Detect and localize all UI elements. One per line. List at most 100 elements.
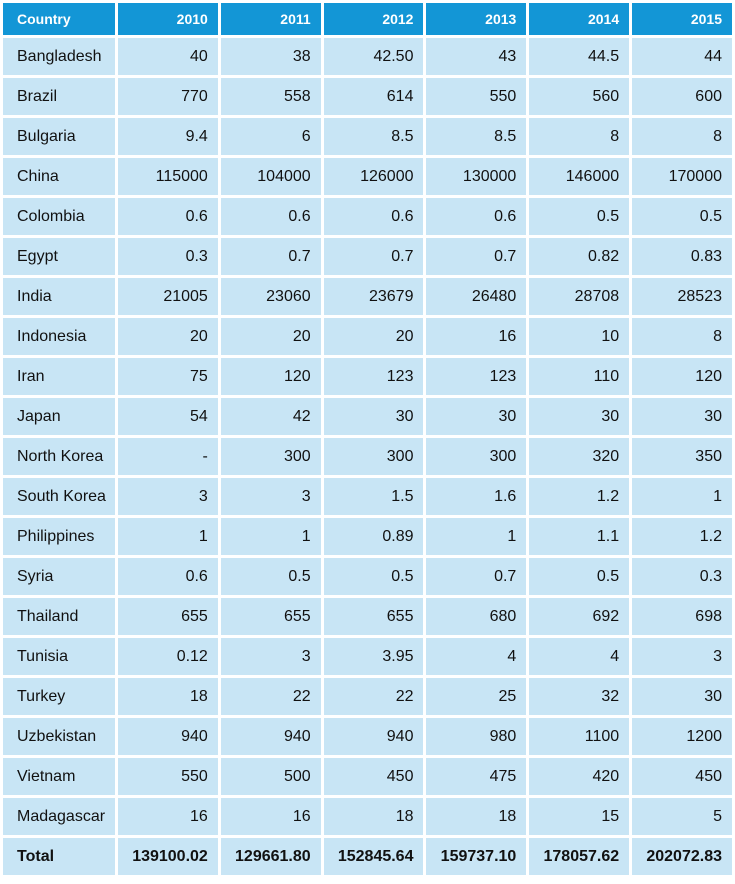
- value-cell: 42: [220, 398, 321, 435]
- table-row: Thailand 655 655 655 680 692 698: [3, 598, 732, 635]
- table-row: Turkey 18 22 22 25 32 30: [3, 678, 732, 715]
- value-cell: 3: [220, 638, 321, 675]
- value-cell: 1100: [529, 718, 630, 755]
- value-cell: 20: [220, 318, 321, 355]
- value-cell: 0.7: [426, 558, 527, 595]
- total-value: 152845.64: [323, 838, 424, 875]
- value-cell: 146000: [529, 158, 630, 195]
- value-cell: 450: [323, 758, 424, 795]
- value-cell: 0.5: [632, 198, 732, 235]
- value-cell: 1.5: [323, 478, 424, 515]
- value-cell: 1200: [632, 718, 732, 755]
- value-cell: 9.4: [118, 118, 218, 155]
- total-label: Total: [3, 838, 115, 875]
- header-row: Country 2010 2011 2012 2013 2014 2015: [3, 3, 732, 35]
- value-cell: 3: [632, 638, 732, 675]
- value-cell: 8.5: [426, 118, 527, 155]
- value-cell: 3: [118, 478, 218, 515]
- value-cell: 680: [426, 598, 527, 635]
- value-cell: 558: [220, 78, 321, 115]
- value-cell: 0.89: [323, 518, 424, 555]
- value-cell: 8.5: [323, 118, 424, 155]
- value-cell: 30: [529, 398, 630, 435]
- value-cell: 6: [220, 118, 321, 155]
- value-cell: 1.2: [632, 518, 732, 555]
- value-cell: 44: [632, 38, 732, 75]
- value-cell: 770: [118, 78, 218, 115]
- country-cell: Japan: [3, 398, 115, 435]
- value-cell: 3.95: [323, 638, 424, 675]
- value-cell: 110: [529, 358, 630, 395]
- value-cell: 43: [426, 38, 527, 75]
- value-cell: 115000: [118, 158, 218, 195]
- value-cell: 1.1: [529, 518, 630, 555]
- value-cell: 16: [118, 798, 218, 835]
- value-cell: 21005: [118, 278, 218, 315]
- value-cell: 170000: [632, 158, 732, 195]
- value-cell: 0.6: [118, 558, 218, 595]
- country-cell: Bangladesh: [3, 38, 115, 75]
- value-cell: 475: [426, 758, 527, 795]
- value-cell: 0.5: [529, 198, 630, 235]
- country-cell: Indonesia: [3, 318, 115, 355]
- total-value: 159737.10: [426, 838, 527, 875]
- value-cell: 698: [632, 598, 732, 635]
- table-row: Tunisia 0.12 3 3.95 4 4 3: [3, 638, 732, 675]
- value-cell: 450: [632, 758, 732, 795]
- total-row: Total 139100.02 129661.80 152845.64 159737.1…: [3, 838, 732, 875]
- column-header-year: 2015: [632, 3, 732, 35]
- column-header-year: 2012: [323, 3, 424, 35]
- table-row: Philippines 1 1 0.89 1 1.1 1.2: [3, 518, 732, 555]
- value-cell: 0.7: [220, 238, 321, 275]
- value-cell: 550: [426, 78, 527, 115]
- value-cell: 0.83: [632, 238, 732, 275]
- table-header: Country 2010 2011 2012 2013 2014 2015: [3, 3, 732, 35]
- table-row: Iran 75 120 123 123 110 120: [3, 358, 732, 395]
- value-cell: 42.50: [323, 38, 424, 75]
- value-cell: 0.5: [220, 558, 321, 595]
- value-cell: 30: [632, 678, 732, 715]
- value-cell: 692: [529, 598, 630, 635]
- value-cell: 560: [529, 78, 630, 115]
- country-cell: Egypt: [3, 238, 115, 275]
- value-cell: 23679: [323, 278, 424, 315]
- value-cell: 0.6: [118, 198, 218, 235]
- table-row: Syria 0.6 0.5 0.5 0.7 0.5 0.3: [3, 558, 732, 595]
- value-cell: 123: [426, 358, 527, 395]
- country-cell: Iran: [3, 358, 115, 395]
- country-cell: Madagascar: [3, 798, 115, 835]
- value-cell: 300: [220, 438, 321, 475]
- country-cell: South Korea: [3, 478, 115, 515]
- value-cell: 320: [529, 438, 630, 475]
- value-cell: 130000: [426, 158, 527, 195]
- table-row: Indonesia 20 20 20 16 10 8: [3, 318, 732, 355]
- value-cell: 0.7: [323, 238, 424, 275]
- value-cell: 600: [632, 78, 732, 115]
- table-row: Bangladesh 40 38 42.50 43 44.5 44: [3, 38, 732, 75]
- value-cell: 28708: [529, 278, 630, 315]
- value-cell: 20: [118, 318, 218, 355]
- value-cell: 0.12: [118, 638, 218, 675]
- value-cell: 300: [426, 438, 527, 475]
- value-cell: 120: [632, 358, 732, 395]
- value-cell: 550: [118, 758, 218, 795]
- total-value: 129661.80: [220, 838, 321, 875]
- value-cell: 1.6: [426, 478, 527, 515]
- value-cell: 4: [529, 638, 630, 675]
- value-cell: 940: [220, 718, 321, 755]
- value-cell: -: [118, 438, 218, 475]
- table-body: Bangladesh 40 38 42.50 43 44.5 44 Brazil 770 558 6…: [3, 38, 732, 875]
- value-cell: 8: [632, 118, 732, 155]
- value-cell: 0.5: [323, 558, 424, 595]
- value-cell: 0.5: [529, 558, 630, 595]
- value-cell: 32: [529, 678, 630, 715]
- country-cell: North Korea: [3, 438, 115, 475]
- value-cell: 40: [118, 38, 218, 75]
- value-cell: 1: [632, 478, 732, 515]
- country-cell: Thailand: [3, 598, 115, 635]
- table-row: Vietnam 550 500 450 475 420 450: [3, 758, 732, 795]
- value-cell: 26480: [426, 278, 527, 315]
- value-cell: 5: [632, 798, 732, 835]
- country-cell: Philippines: [3, 518, 115, 555]
